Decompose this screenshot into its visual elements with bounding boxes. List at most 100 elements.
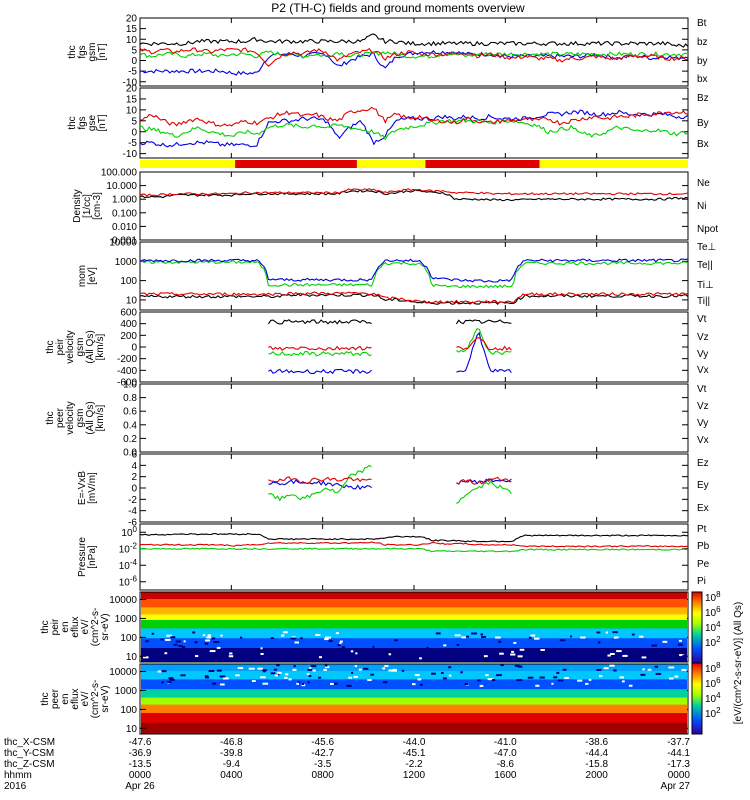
spectrogram-pixel (219, 675, 226, 678)
spectrogram-pixel (307, 681, 310, 684)
series-bx-trace (139, 50, 689, 76)
ylabel-line: en (60, 621, 71, 632)
ylabel-line: Pressure (77, 537, 88, 577)
spectrogram-pixel (527, 676, 534, 679)
region-segment-yellow (356, 160, 426, 168)
spectrogram-band (141, 599, 687, 608)
ytick-label: -10 (123, 77, 138, 88)
spectrogram-pixel (297, 681, 300, 684)
spectrogram-pixel (358, 668, 362, 671)
ylabel-line: (cm^2-s- (90, 608, 101, 647)
spectrogram-pixel (209, 650, 216, 653)
axis-value-z: -13.5 (129, 759, 152, 770)
spectrogram-pixel (560, 648, 564, 651)
spectrogram-pixel (562, 668, 567, 671)
spectrogram-pixel (384, 664, 389, 667)
legend-bx: bx (697, 74, 708, 85)
ytick-label: -5 (128, 138, 137, 149)
ylabel-line: fgs (77, 116, 88, 129)
spectrogram-pixel (324, 664, 328, 667)
colorbar-tick: 104 (705, 620, 721, 634)
ytick-label: 400 (120, 319, 137, 330)
spectrogram-pixel (262, 682, 269, 685)
region-segment-yellow (140, 160, 236, 168)
spectrogram-pixel (557, 679, 564, 682)
ytick-label: 0 (131, 484, 137, 495)
panel-peir_spectrogram: 10000 1000 100 10 thc peir en eflux eV/(cm^2-s-s… (40, 591, 689, 663)
ytick-label: 100 (121, 525, 137, 539)
ytick-label: 5 (131, 45, 137, 56)
tick-exponent: 8 (716, 661, 721, 670)
ytick-label: 0 (131, 56, 137, 67)
colorbar-tick: 106 (705, 605, 721, 619)
series-Ez-trace (268, 476, 372, 484)
ytick-label: 0 (131, 127, 137, 138)
spectrogram-pixel (649, 649, 652, 652)
spectrogram-pixel (330, 682, 334, 685)
axis-value-z: -8.6 (497, 759, 515, 770)
spectrogram-pixel (210, 654, 217, 657)
spectrogram-band (141, 607, 687, 615)
spectrogram-pixel (323, 668, 327, 671)
panel-peer_spectrogram: 10000 1000 100 10 thc peer en eflux eV/(cm^2-s-s… (40, 663, 689, 735)
spectrogram-pixel (168, 677, 174, 680)
ylabel-line: thc (45, 411, 56, 424)
spectrogram-band (141, 671, 687, 680)
spectrogram-pixel (260, 676, 266, 679)
ylabel-line: Density (72, 189, 83, 222)
spectrogram-band (141, 620, 687, 629)
ytick-label: 200 (120, 331, 137, 342)
legend-Ti||: Ti|| (697, 296, 710, 307)
spectrogram-pixel (460, 671, 463, 674)
spectrogram-pixel (204, 675, 209, 678)
colorbar-lower (691, 662, 703, 735)
spectrogram-pixel (182, 646, 186, 649)
spectrogram-pixel (677, 643, 683, 646)
spectrogram-pixel (580, 636, 586, 639)
legend-Pe: Pe (697, 559, 710, 570)
axis-value-x: -37.7 (667, 737, 690, 748)
spectrogram-pixel (483, 655, 488, 658)
spectrogram-pixel (535, 684, 540, 687)
axis-row-label: thc_Z-CSM (4, 759, 55, 770)
legend-bz: bz (697, 37, 708, 48)
spectrogram-band (141, 689, 687, 699)
spectrogram-pixel (682, 654, 686, 657)
spectrogram-pixel (293, 665, 296, 668)
spectrogram-pixel (365, 651, 371, 654)
spectrogram-pixel (292, 668, 297, 671)
axis-row-label: hhmm (4, 770, 32, 781)
panel-frame (139, 87, 689, 159)
series-Vz-trace (456, 337, 512, 351)
tick-exponent: -6 (130, 574, 138, 583)
spectrogram-pixel (456, 643, 460, 646)
spectrogram-pixel (180, 674, 186, 677)
spectrogram-pixel (517, 655, 523, 658)
spectrogram-pixel (382, 667, 385, 670)
spectrogram-pixel (559, 639, 566, 642)
spectrogram-pixel (248, 667, 255, 670)
ylabel-line: (All Qs) (85, 401, 96, 434)
axis-value-z: -17.3 (667, 759, 690, 770)
spectrogram-pixel (485, 674, 489, 677)
tick-exponent: 8 (716, 590, 721, 599)
legend-Vt: Vt (697, 384, 707, 395)
spectrogram-pixel (481, 635, 486, 638)
spectrogram-pixel (514, 664, 520, 667)
series-Ey-trace (268, 464, 372, 502)
spectrogram-pixel (308, 675, 312, 678)
spectrogram-pixel (364, 656, 370, 659)
ytick-label: 10000 (109, 595, 137, 606)
axis-value-hhmm: 1600 (494, 770, 517, 781)
ylabel-line: en (60, 693, 71, 704)
spectrogram-pixel (511, 650, 515, 653)
spectrogram-pixel (161, 670, 167, 673)
spectrogram-pixel (599, 675, 603, 678)
spectrogram-pixel (414, 674, 420, 677)
spectrogram-pixel (300, 637, 303, 640)
ytick-label: 6 (131, 450, 137, 461)
spectrogram-pixel (420, 683, 423, 686)
spectrogram-pixel (175, 640, 181, 643)
spectrogram-pixel (291, 636, 297, 639)
spectrogram-pixel (213, 641, 220, 644)
